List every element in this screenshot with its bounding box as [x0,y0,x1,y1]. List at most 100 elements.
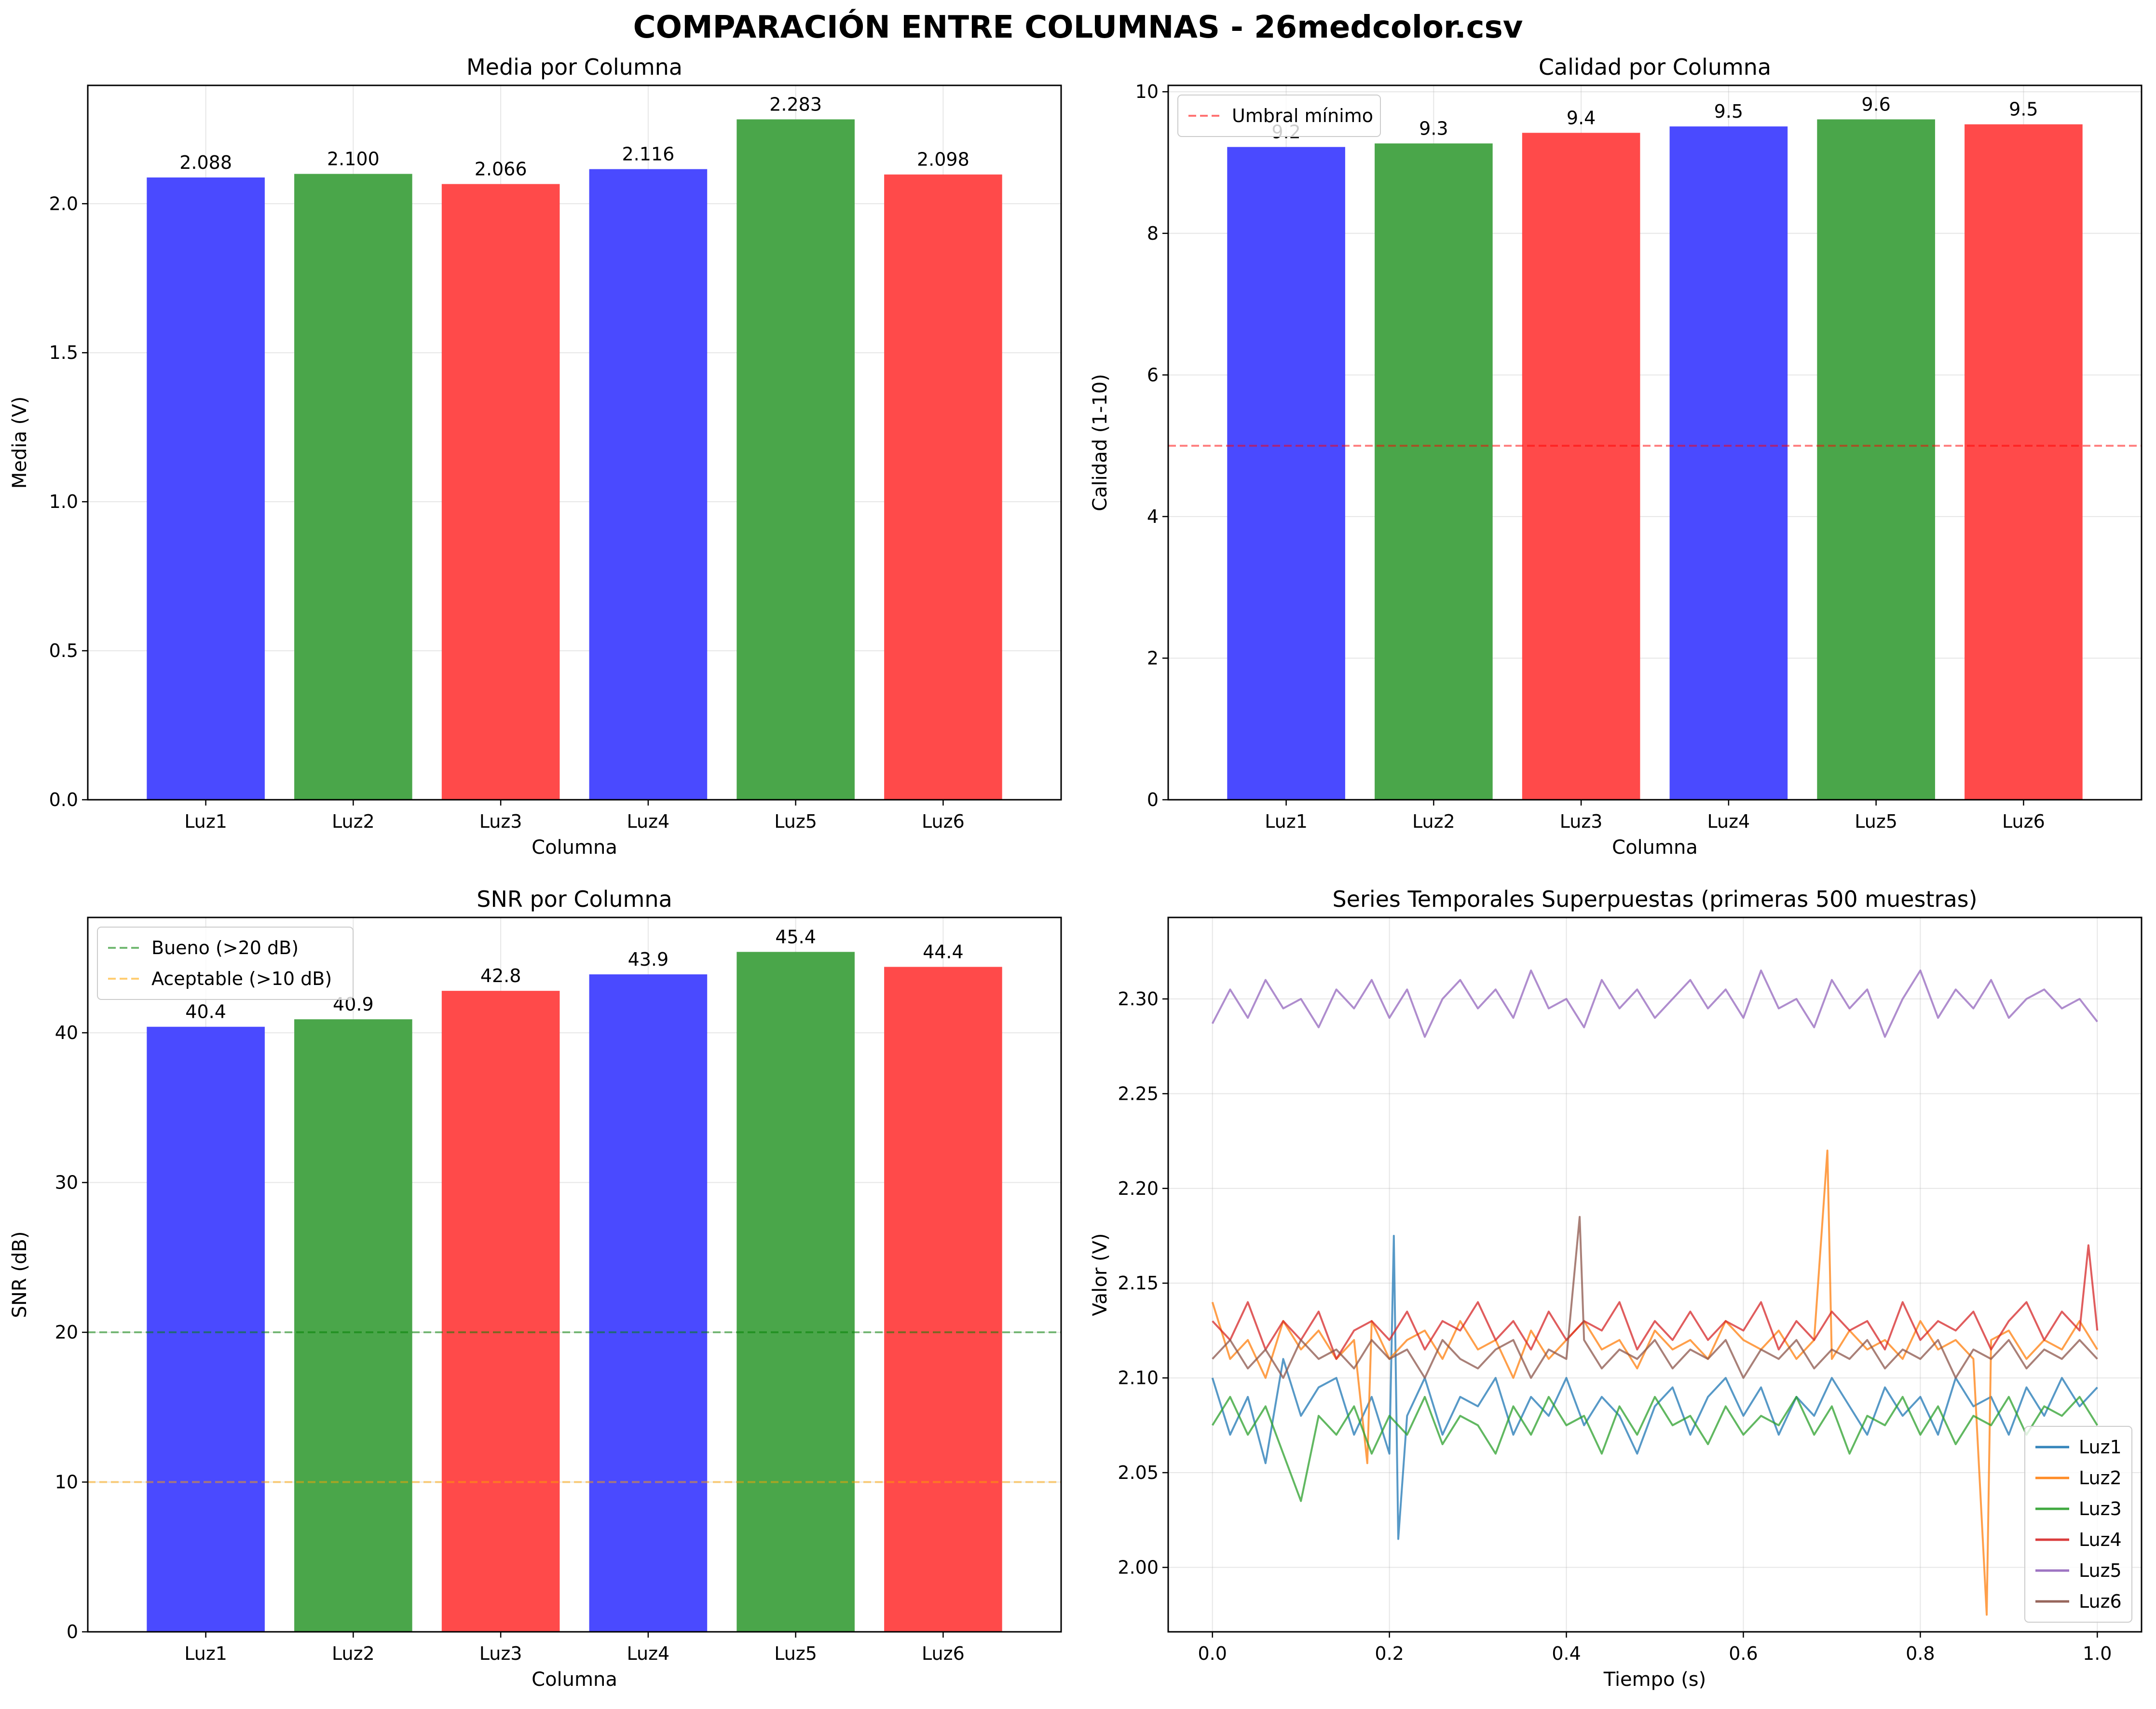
y-tick-label: 20 [55,1322,78,1343]
y-tick-label: 4 [1147,506,1159,527]
y-tick-label: 0 [67,1621,78,1642]
y-axis-label: Media (V) [9,396,31,489]
legend-label: Aceptable (>10 dB) [151,968,332,989]
y-tick-label: 2.25 [1118,1083,1159,1104]
chart-media-por-columna: Media por Columna 0.0 0.5 1.0 1.5 2.0 Luz1 Luz2… [9,54,1062,859]
y-tick-label: 40 [55,1022,78,1043]
y-tick-label: 2.0 [49,193,78,214]
x-axis-label: Columna [532,836,617,859]
y-tick-label: 10 [55,1472,78,1493]
y-tick-label: 8 [1147,223,1159,244]
bar-luz4 [1669,126,1788,800]
x-tick-label: Luz4 [627,1643,670,1664]
chart-series-temporales: Series Temporales Superpuestas (primeras… [1089,886,2142,1691]
y-axis-label: Valor (V) [1089,1233,1111,1316]
y-axis-label: SNR (dB) [9,1231,31,1318]
y-tick-label: 0.5 [49,640,78,661]
bar-luz1 [1227,147,1345,800]
series-line-luz3 [1212,1395,2098,1502]
x-tick-label: Luz5 [774,811,817,832]
bar-luz4 [589,974,708,1632]
bar-luz6 [884,967,1002,1632]
data-label: 9.5 [1714,101,1743,122]
plot-frame [1167,916,2142,1633]
bar-luz5 [1817,119,1935,800]
y-tick-label: 2.05 [1118,1462,1159,1483]
y-tick-label: 2.20 [1118,1178,1159,1199]
data-label: 2.100 [327,149,380,170]
x-tick-label: 0.2 [1375,1643,1404,1664]
x-tick-label: Luz5 [774,1643,817,1664]
data-label: 43.9 [628,949,669,970]
data-label: 9.3 [1419,118,1448,139]
y-tick-label: 0 [1147,789,1159,810]
x-tick-label: Luz6 [922,1643,965,1664]
x-tick-label: Luz2 [332,811,375,832]
data-label: 2.088 [179,152,232,173]
y-tick-label: 30 [55,1172,78,1193]
legend-label: Luz6 [2079,1591,2122,1612]
x-tick-label: Luz2 [332,1643,375,1664]
x-tick-label: 0.6 [1729,1643,1758,1664]
y-tick-label: 0.0 [49,789,78,810]
data-label: 2.098 [917,149,969,170]
x-tick-label: 0.8 [1906,1643,1935,1664]
y-tick-label: 2.30 [1118,988,1159,1010]
data-label: 9.4 [1567,107,1596,128]
series-line-luz1 [1211,1235,2098,1540]
x-tick-label: Luz3 [479,1643,522,1664]
bar-luz2 [294,1019,412,1632]
data-label: 45.4 [775,926,816,947]
x-tick-label: Luz1 [184,1643,227,1664]
panel-title: Media por Columna [466,54,682,80]
panel-title: Series Temporales Superpuestas (primeras… [1332,886,1977,912]
y-tick-label: 10 [1135,81,1159,102]
series-line-luz6 [1212,1216,2098,1379]
data-label: 44.4 [923,941,964,962]
x-tick-label: Luz6 [922,811,965,832]
x-tick-label: Luz3 [1560,811,1603,832]
x-axis-label: Columna [1612,836,1698,859]
plot-frame [1167,84,2142,801]
bar-luz5 [737,952,855,1632]
bar-luz3 [1522,133,1640,800]
legend-label: Luz4 [2079,1529,2122,1550]
y-tick-label: 2 [1147,647,1159,669]
data-label: 40.4 [185,1001,226,1023]
bar-luz2 [294,174,412,800]
data-label: 2.283 [769,94,822,115]
y-tick-label: 2.10 [1118,1367,1159,1389]
bar-luz6 [884,174,1002,800]
legend-label: Luz1 [2079,1436,2122,1458]
legend-box [1177,95,1381,137]
x-tick-label: 1.0 [2083,1643,2112,1664]
bar-luz4 [589,169,708,800]
legend-label: Luz3 [2079,1498,2122,1519]
data-label: 42.8 [480,965,521,986]
chart-snr-por-columna: SNR por Columna 0 10 20 30 40 Luz1 Luz2 Luz3 Luz4… [9,886,1062,1691]
bar-luz3 [441,184,560,800]
legend-label: Luz2 [2079,1467,2122,1489]
y-tick-label: 6 [1147,364,1159,385]
bar-luz6 [1965,124,2083,800]
x-tick-label: Luz1 [184,811,227,832]
x-tick-label: Luz4 [1707,811,1750,832]
panel-title: Calidad por Columna [1539,54,1771,80]
legend-box [97,927,354,1000]
legend-label: Luz5 [2079,1560,2122,1581]
legend-box [2024,1426,2132,1623]
bar-luz5 [737,119,855,800]
data-label: 2.116 [622,144,674,165]
bar-luz1 [147,177,265,800]
y-axis-label: Calidad (1-10) [1089,374,1111,511]
x-tick-label: Luz2 [1412,811,1455,832]
data-label: 9.5 [2009,99,2038,120]
bar-luz3 [441,991,560,1632]
legend-label: Umbral mínimo [1232,105,1373,126]
figure-title: COMPARACIÓN ENTRE COLUMNAS - 26medcolor.… [633,9,1523,45]
bar-luz1 [147,1026,265,1632]
bar-luz2 [1375,143,1493,800]
series-line-luz4 [1212,1244,2099,1360]
series-line-luz5 [1211,970,2098,1038]
